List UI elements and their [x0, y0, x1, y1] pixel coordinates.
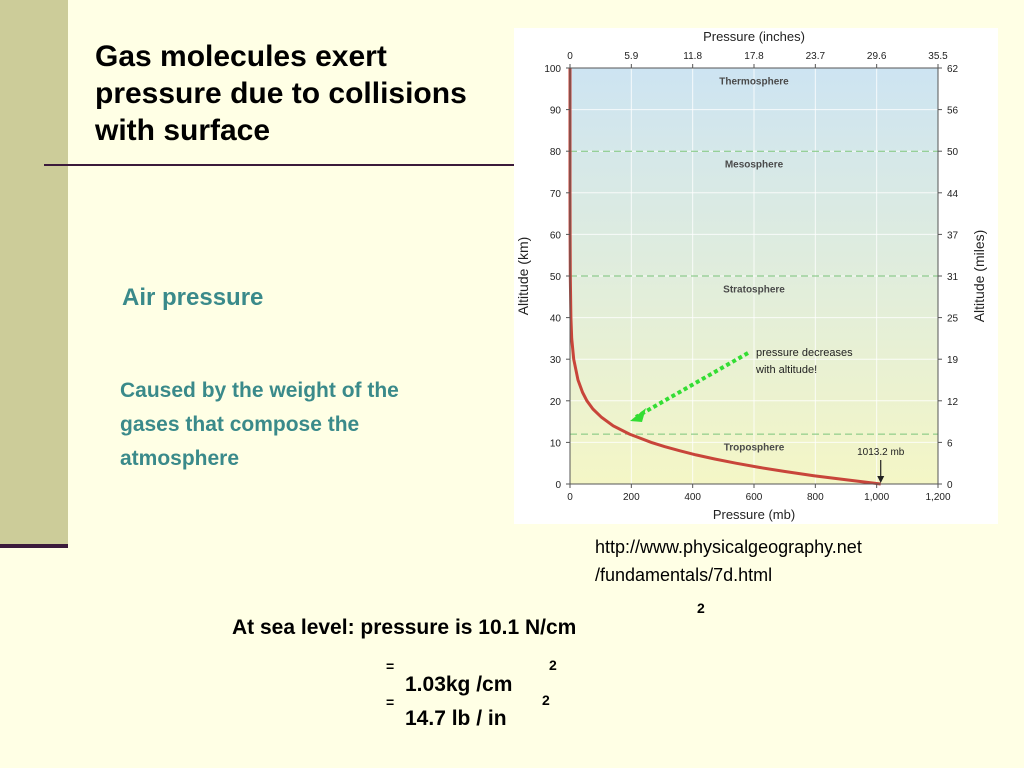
sea-level-pressure-text: At sea level: pressure is 10.1 N/cm: [232, 616, 577, 639]
chart-svg: Troposphere Stratosphere Mesosphere Thermos…: [515, 29, 987, 522]
left-tick-label-2: 20: [550, 397, 562, 408]
kg-exponent: 2: [549, 657, 557, 673]
decrease-arrow: [635, 351, 749, 419]
left-tick-label-4: 40: [550, 314, 562, 325]
title-underline: [44, 164, 514, 166]
layer-label-troposphere: Troposphere: [724, 443, 785, 454]
top-tick-label-4: 23.7: [806, 51, 826, 62]
bottom-tick-label-4: 800: [807, 492, 824, 503]
bottom-tick-label-2: 400: [684, 492, 701, 503]
bottom-tick-label-1: 200: [623, 492, 640, 503]
equals-sign-1: =: [386, 658, 395, 674]
right-tick-label-2: 12: [947, 397, 959, 408]
top-tick-label-2: 11.8: [683, 51, 702, 62]
y-axis-title-left: Altitude (km): [515, 237, 531, 316]
top-tick-label-6: 35.5: [928, 51, 948, 62]
top-tick-label-3: 17.8: [744, 51, 764, 62]
left-tick-label-9: 90: [550, 106, 562, 117]
pressure-altitude-chart: Troposphere Stratosphere Mesosphere Thermos…: [514, 28, 998, 524]
decrease-arrow-head: [630, 408, 646, 422]
source-line-1: http://www.physicalgeography.net: [595, 537, 862, 557]
right-tick-label-1: 6: [947, 438, 953, 449]
top-tick-label-5: 29.6: [867, 51, 887, 62]
top-tick-labels: 0 5.9 11.8 17.8 23.7 29.6 35.5: [567, 51, 948, 68]
kg-per-cm2-text: 1.03kg /cm: [405, 673, 513, 696]
x-axis-title: Pressure (mb): [713, 507, 795, 522]
left-tick-label-3: 30: [550, 355, 562, 366]
left-tick-label-5: 50: [550, 272, 562, 283]
right-tick-label-8: 50: [947, 147, 959, 158]
lb-exponent: 2: [542, 692, 550, 708]
y-axis-title-right: Altitude (miles): [971, 230, 987, 323]
right-tick-labels: 0 6 12 19 25 31 37 44 50 56 62: [938, 64, 959, 491]
sea-level-exponent: 2: [697, 600, 705, 616]
left-tick-label-7: 70: [550, 189, 562, 200]
top-tick-label-0: 0: [567, 51, 573, 62]
right-tick-label-4: 25: [947, 314, 959, 325]
left-band-rule: [0, 544, 68, 548]
lb-per-in2-text: 14.7 lb / in: [405, 707, 507, 730]
bottom-tick-label-5: 1,000: [864, 492, 889, 503]
right-tick-label-5: 31: [947, 272, 959, 283]
layer-label-thermosphere: Thermosphere: [719, 76, 789, 87]
left-tick-labels: 0 10 20 30 40 50 60 70 80 90 100: [544, 64, 570, 491]
annotation-decrease-line2: with altitude!: [755, 364, 817, 376]
source-line-2: /fundamentals/7d.html: [595, 565, 773, 585]
bottom-tick-label-0: 0: [567, 492, 573, 503]
right-tick-label-3: 19: [947, 355, 959, 366]
top-tick-label-1: 5.9: [624, 51, 638, 62]
left-accent-band: [0, 0, 68, 548]
right-tick-label-10: 62: [947, 64, 959, 75]
left-tick-label-10: 100: [544, 64, 561, 75]
right-tick-label-6: 37: [947, 230, 959, 241]
left-tick-label-8: 80: [550, 147, 562, 158]
equals-sign-2: =: [386, 694, 395, 710]
left-tick-label-1: 10: [550, 438, 562, 449]
sea-level-arrow-head: [877, 476, 885, 483]
top-axis-title: Pressure (inches): [703, 29, 805, 44]
right-tick-label-7: 44: [947, 189, 959, 200]
layer-label-stratosphere: Stratosphere: [723, 284, 785, 295]
layer-labels: Troposphere Stratosphere Mesosphere Thermos…: [719, 76, 789, 453]
right-tick-label-9: 56: [947, 106, 959, 117]
bottom-tick-label-3: 600: [746, 492, 763, 503]
slide-title: Gas molecules exert pressure due to coll…: [95, 40, 467, 147]
right-tick-label-0: 0: [947, 480, 953, 491]
subheading: Air pressure: [122, 284, 264, 311]
body-text: Caused by the weight of the gases that c…: [120, 379, 399, 470]
source-citation: http://www.physicalgeography.net /fundam…: [595, 533, 862, 589]
annotation-decrease-line1: pressure decreases: [756, 347, 853, 359]
layer-label-mesosphere: Mesosphere: [725, 160, 784, 171]
bottom-tick-labels: 0 200 400 600 800 1,000 1,200: [567, 484, 951, 503]
left-tick-label-6: 60: [550, 230, 562, 241]
annotation-sea-level-pressure: 1013.2 mb: [857, 447, 905, 458]
left-tick-label-0: 0: [555, 480, 561, 491]
bottom-tick-label-6: 1,200: [925, 492, 950, 503]
